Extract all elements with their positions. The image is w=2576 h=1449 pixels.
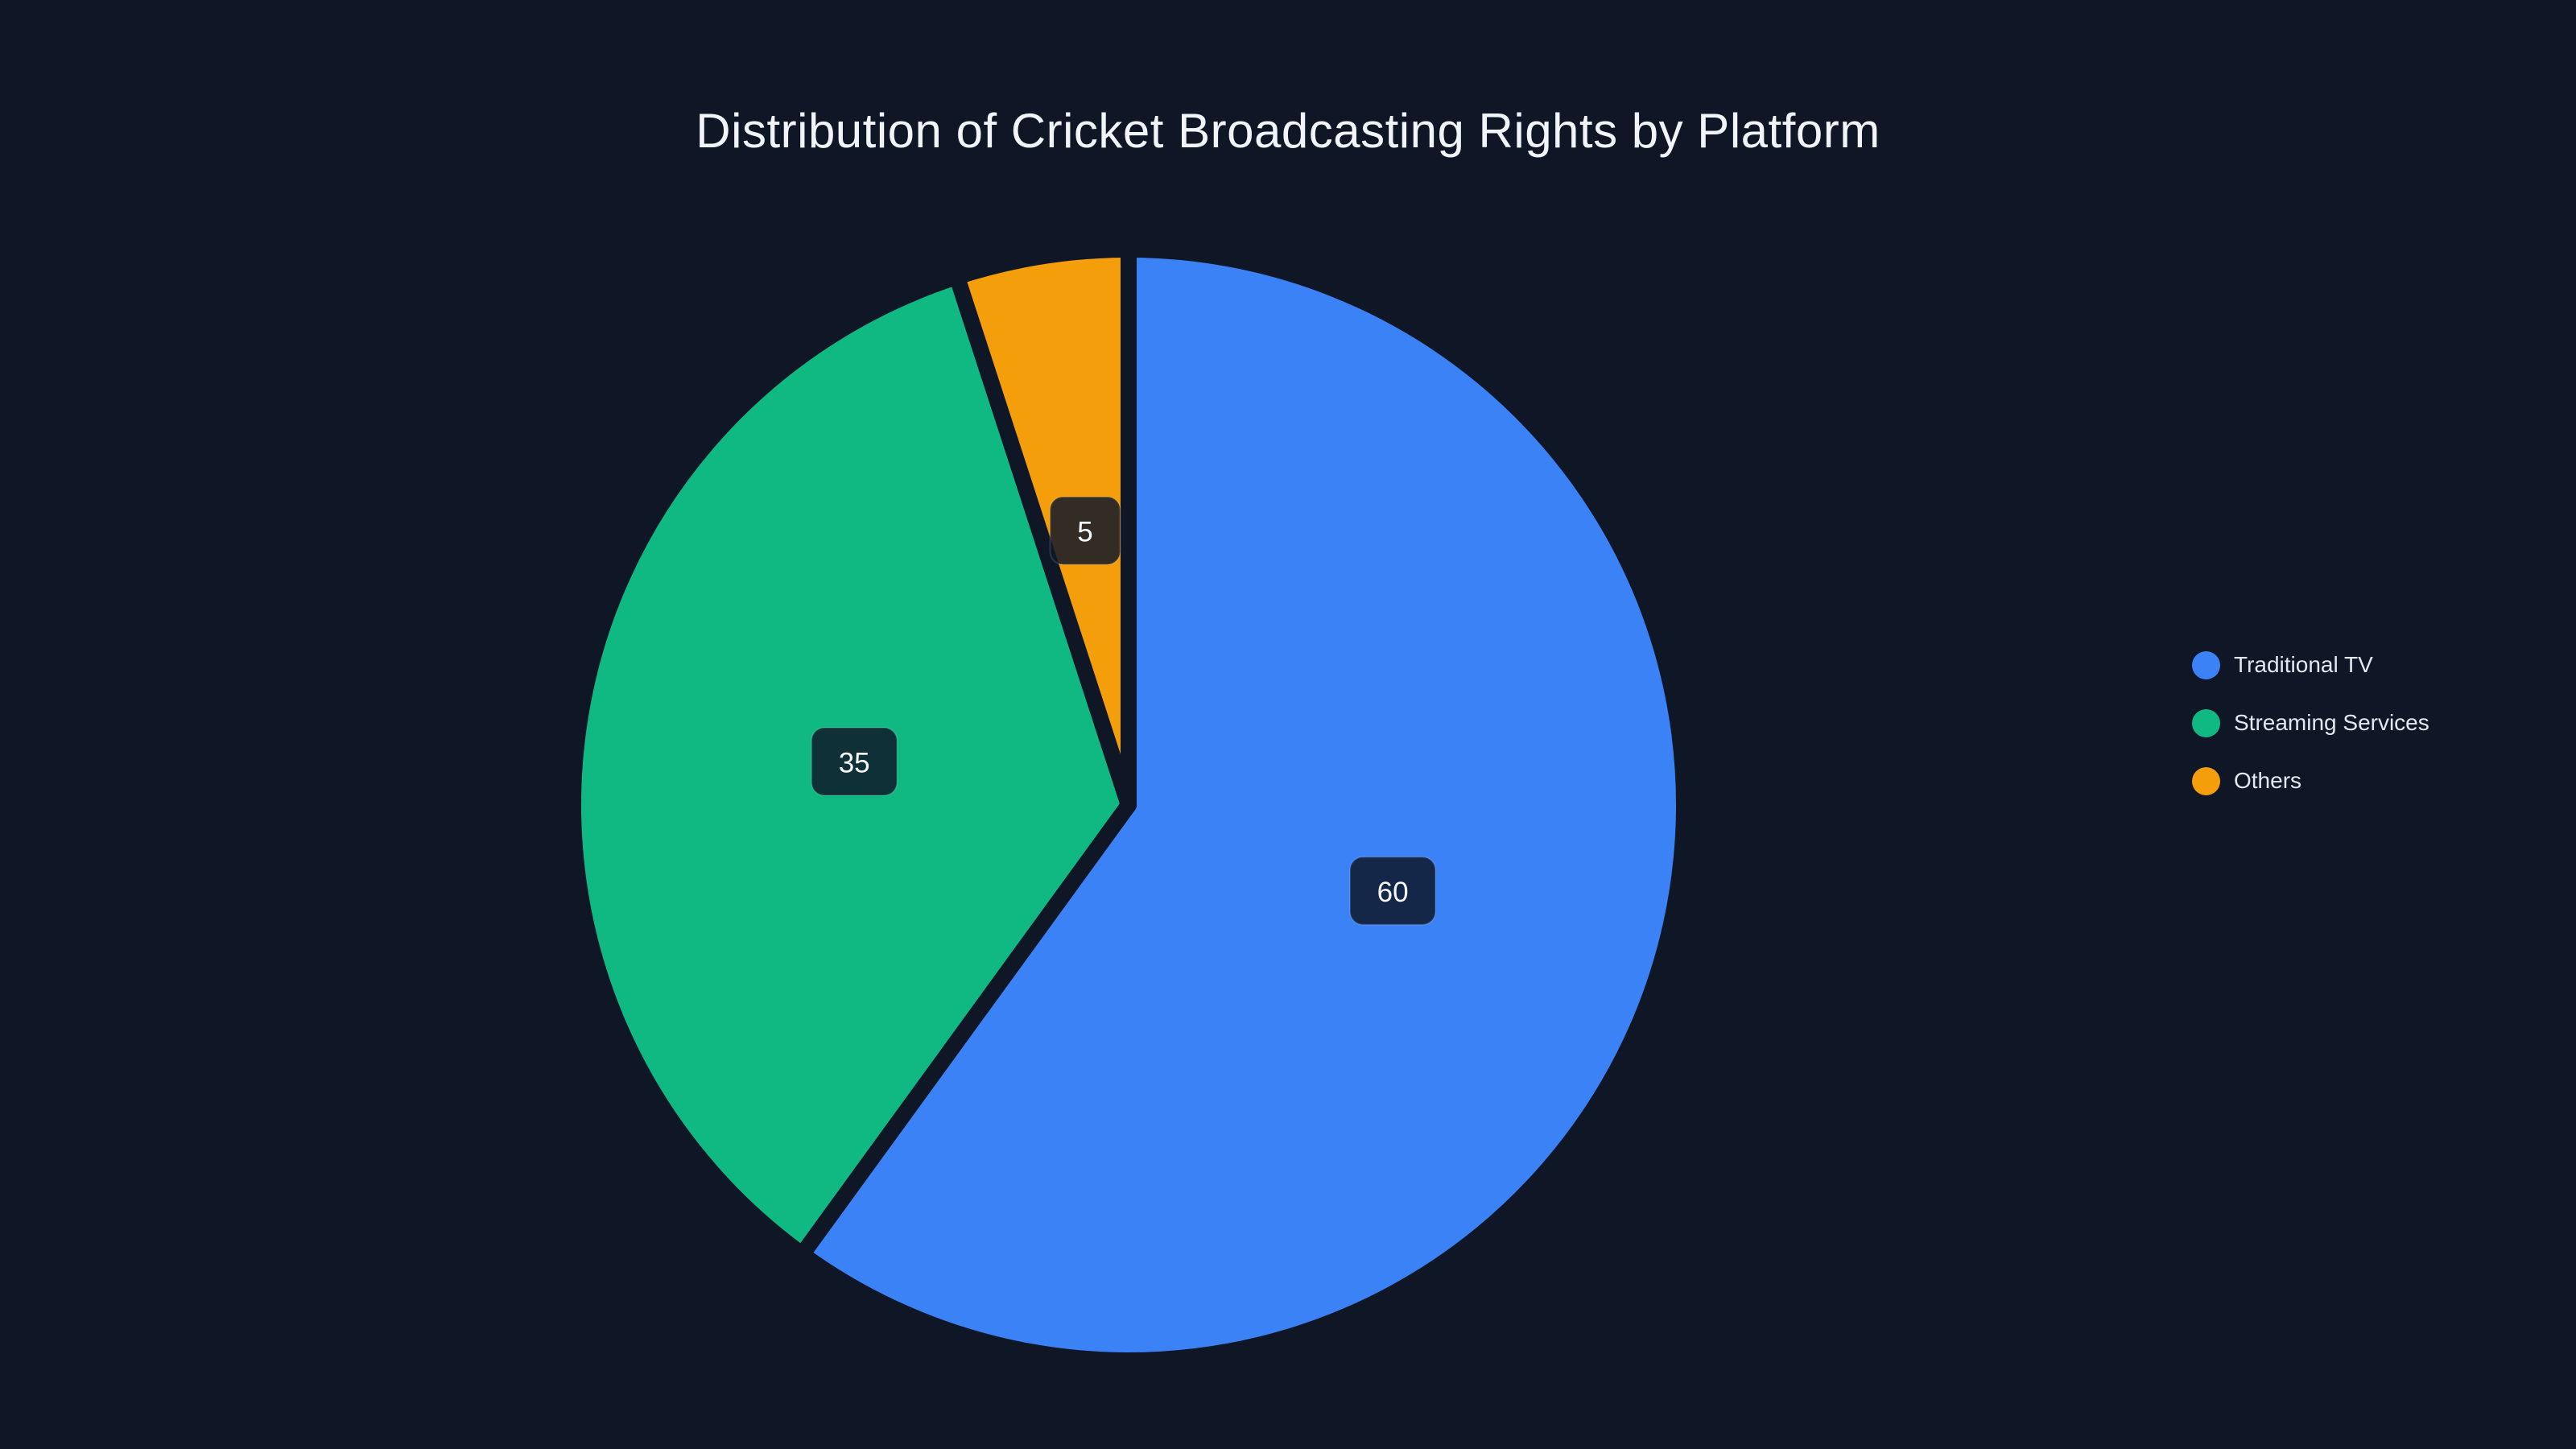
pie-slice-others[interactable] [948,242,1137,813]
legend-item-streaming-services[interactable]: Streaming Services [2192,694,2429,752]
legend: Traditional TV Streaming Services Others [2192,636,2429,810]
legend-label: Streaming Services [2234,710,2429,735]
svg-text:35: 35 [839,748,870,779]
svg-text:60: 60 [1377,877,1409,908]
legend-swatch-icon [2192,766,2220,795]
legend-label: Traditional TV [2234,652,2373,677]
slice-value-label-others: 5 [1049,496,1121,566]
pie-slice-traditional-tv[interactable] [794,242,1692,1368]
legend-item-traditional-tv[interactable]: Traditional TV [2192,636,2429,694]
legend-item-others[interactable]: Others [2192,752,2429,810]
chart-title: Distribution of Cricket Broadcasting Rig… [696,104,1880,158]
svg-text:5: 5 [1077,517,1092,548]
slice-value-label-streaming-services: 35 [811,727,898,796]
legend-swatch-icon [2192,708,2220,737]
slice-value-label-traditional-tv: 60 [1349,856,1437,926]
legend-label: Others [2234,768,2302,793]
legend-swatch-icon [2192,650,2220,679]
